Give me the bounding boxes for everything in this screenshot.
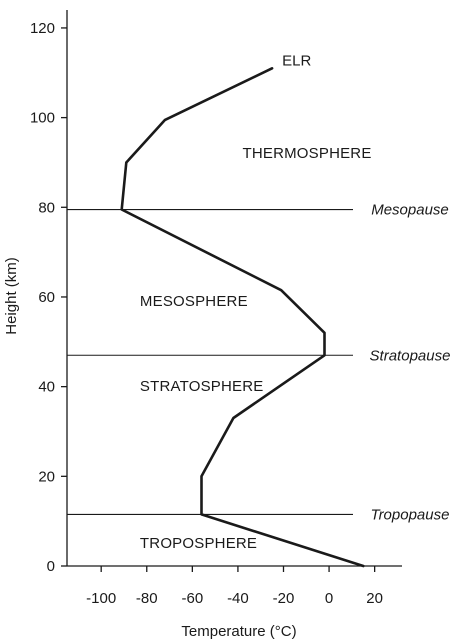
x-tick-label: -60 — [181, 590, 203, 607]
y-tick-label: 20 — [38, 468, 55, 485]
boundary-lines: Mesopause Stratopause Tropopause — [67, 202, 451, 523]
elr-profile-line — [120, 67, 365, 568]
region-label: THERMOSPHERE — [242, 145, 371, 162]
x-tick-label: -20 — [273, 590, 295, 607]
y-tick-label: 100 — [30, 110, 55, 127]
axes: 0 20 40 60 80 100 120 -100 -80 -60 -40 -20 0 20 — [30, 10, 402, 607]
y-tick-label: 60 — [38, 289, 55, 306]
boundary-label: Mesopause — [371, 202, 449, 219]
y-tick-label: 120 — [30, 20, 55, 37]
x-axis-title: Temperature (°C) — [181, 623, 296, 640]
x-tick-label: -40 — [227, 590, 249, 607]
series-layer: ELR — [120, 52, 365, 568]
boundary-label: Tropopause — [371, 506, 450, 523]
boundary-label: Stratopause — [370, 347, 451, 364]
x-tick-label: 0 — [325, 590, 333, 607]
region-label: TROPOSPHERE — [140, 535, 257, 552]
x-tick-label: -100 — [86, 590, 116, 607]
x-tick-label: 20 — [366, 590, 383, 607]
x-tick-label: -80 — [136, 590, 158, 607]
y-tick-label: 0 — [47, 558, 55, 575]
region-label: STRATOSPHERE — [140, 378, 264, 395]
y-axis-title: Height (km) — [3, 257, 20, 335]
region-label: MESOSPHERE — [140, 293, 248, 310]
y-tick-label: 40 — [38, 379, 55, 396]
series-label-elr: ELR — [282, 52, 311, 69]
region-labels: THERMOSPHERE MESOSPHERE STRATOSPHERE TROPOS… — [140, 145, 371, 552]
y-tick-label: 80 — [38, 199, 55, 216]
